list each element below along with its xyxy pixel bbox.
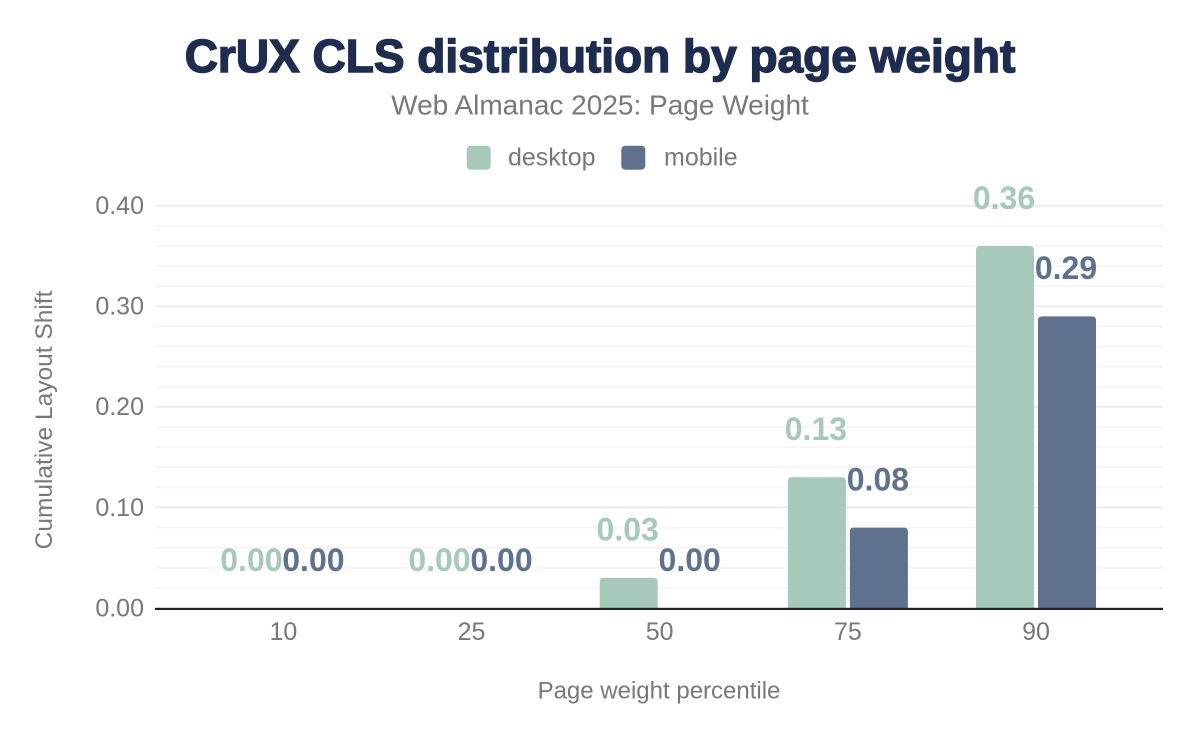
- svg-text:50: 50: [646, 618, 674, 646]
- svg-text:0.00: 0.00: [659, 542, 721, 578]
- svg-text:0.00: 0.00: [95, 594, 144, 622]
- svg-text:90: 90: [1022, 618, 1050, 646]
- svg-text:Web Almanac 2025: Page Weight: Web Almanac 2025: Page Weight: [391, 90, 809, 121]
- svg-text:0.08: 0.08: [847, 461, 909, 497]
- svg-text:0.10: 0.10: [95, 494, 144, 522]
- svg-text:CrUX CLS distribution by page: CrUX CLS distribution by page weight: [185, 30, 1016, 82]
- svg-text:0.00: 0.00: [470, 542, 532, 578]
- svg-text:10: 10: [269, 618, 297, 646]
- svg-text:0.00: 0.00: [408, 542, 470, 578]
- svg-text:desktop: desktop: [508, 144, 596, 172]
- svg-text:0.30: 0.30: [95, 293, 144, 321]
- svg-text:0.29: 0.29: [1035, 250, 1097, 286]
- svg-text:0.20: 0.20: [95, 393, 144, 421]
- svg-text:0.03: 0.03: [597, 512, 659, 548]
- svg-text:Cumulative Layout Shift: Cumulative Layout Shift: [31, 290, 58, 549]
- svg-text:75: 75: [834, 618, 862, 646]
- svg-text:mobile: mobile: [664, 144, 738, 172]
- svg-text:0.13: 0.13: [785, 411, 847, 447]
- svg-text:Page weight percentile: Page weight percentile: [538, 678, 781, 705]
- svg-text:0.36: 0.36: [973, 180, 1035, 216]
- svg-text:25: 25: [458, 618, 486, 646]
- svg-text:0.00: 0.00: [220, 542, 282, 578]
- svg-text:0.00: 0.00: [282, 542, 344, 578]
- svg-text:0.40: 0.40: [95, 192, 144, 220]
